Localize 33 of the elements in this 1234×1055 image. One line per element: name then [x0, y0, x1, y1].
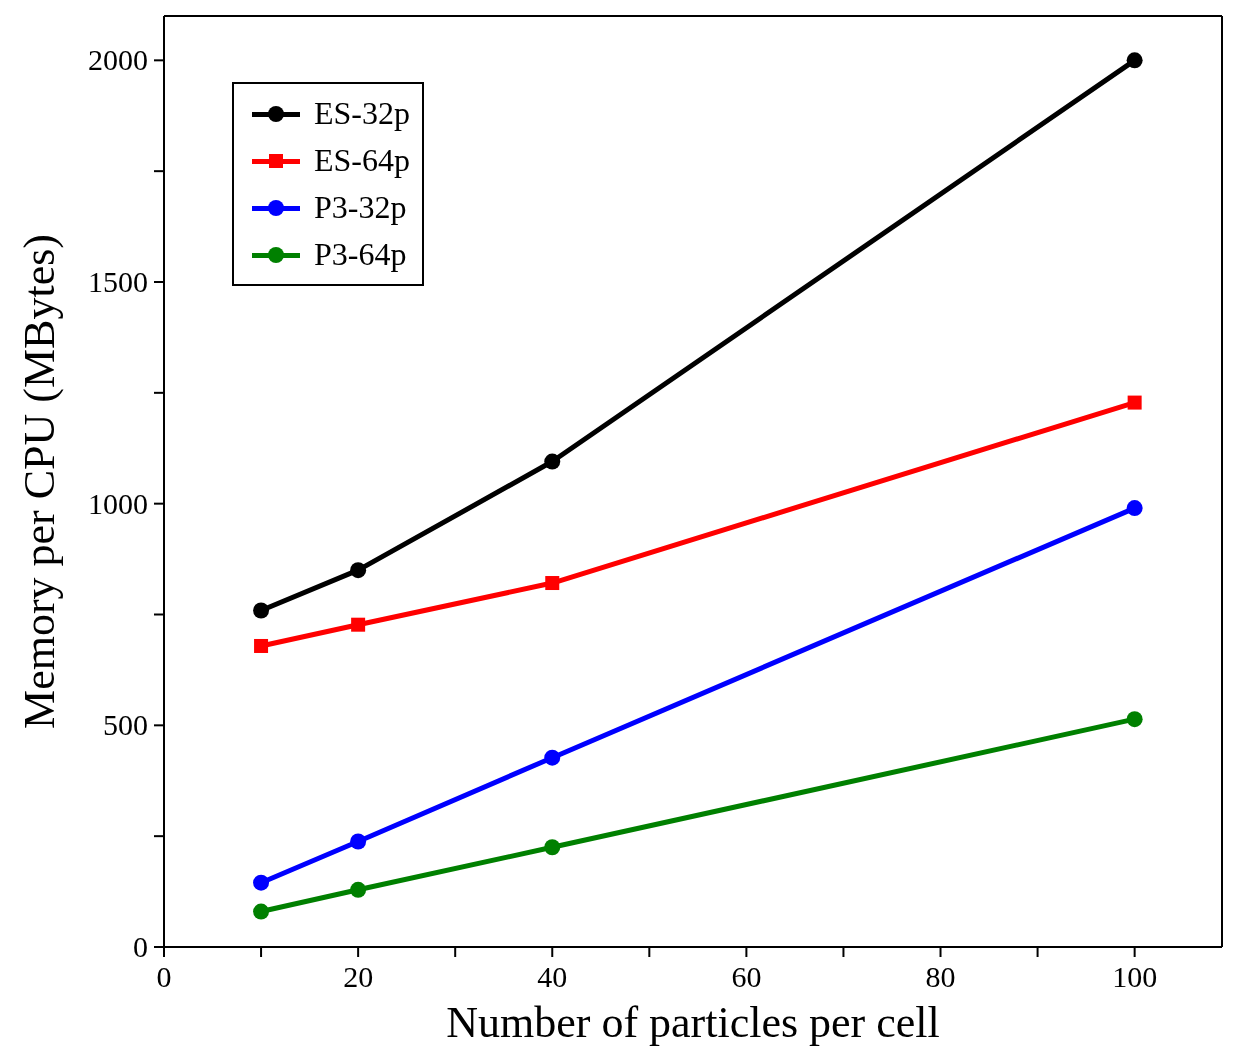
point	[544, 453, 561, 470]
point	[1126, 500, 1143, 517]
x-tick-label: 60	[731, 960, 762, 993]
x-tick-label: 40	[537, 960, 568, 993]
legend-label: P3-32p	[314, 189, 407, 226]
point	[545, 576, 560, 591]
point	[544, 839, 561, 856]
y-tick-label: 1500	[88, 265, 148, 298]
point	[351, 617, 366, 632]
y-tick-label: 0	[133, 930, 148, 963]
x-tick-label: 20	[343, 960, 374, 993]
point	[350, 881, 367, 898]
y-tick-label: 1000	[88, 486, 148, 520]
point	[350, 562, 367, 579]
x-tick-label: 80	[925, 960, 956, 993]
x-tick-label: 0	[156, 960, 172, 993]
x-tick-label: 100	[1112, 960, 1158, 993]
x-axis-title: Number of particles per cell	[446, 998, 940, 1047]
point	[544, 749, 561, 766]
point	[350, 833, 367, 850]
point	[254, 638, 269, 653]
legend-label: ES-32p	[314, 95, 410, 132]
point	[253, 602, 270, 619]
point	[253, 903, 270, 920]
point	[1126, 711, 1143, 728]
y-tick-label: 500	[103, 708, 148, 742]
y-tick-label: 2000	[88, 43, 148, 77]
point	[1127, 395, 1142, 410]
point	[1126, 52, 1143, 69]
legend-label: ES-64p	[314, 142, 410, 179]
y-axis-title: Memory per CPU (MBytes)	[14, 234, 64, 729]
legend-label: P3-64p	[314, 236, 407, 273]
point	[253, 874, 270, 891]
